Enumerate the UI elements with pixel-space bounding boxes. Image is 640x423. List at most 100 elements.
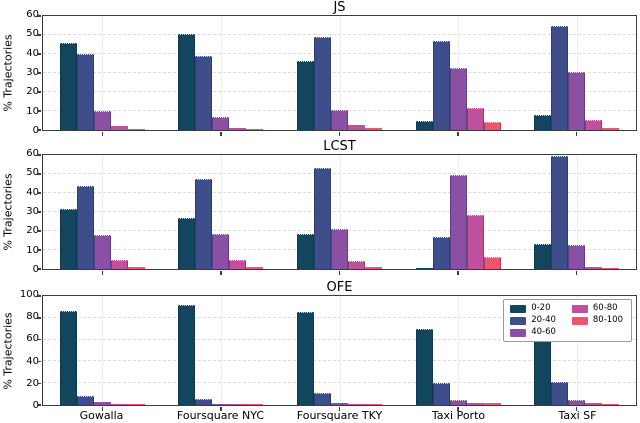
y-tick-mark [37, 192, 41, 194]
y-tick-label: 40 [26, 47, 39, 59]
x-tick-mark [101, 407, 103, 411]
bar-80-100-foursquare-tky [364, 128, 382, 130]
subplot-title-lcst: LCST [323, 139, 356, 154]
v-gridline [102, 155, 104, 269]
bar-80-100-gowalla [127, 128, 145, 130]
bar-0-20-taxi-porto [415, 120, 433, 130]
bar-group-gowalla [43, 296, 162, 405]
legend-item-40-60: 40-60 [510, 328, 556, 337]
bar-0-20-taxi-sf [534, 243, 552, 269]
bar-80-100-foursquare-nyc [246, 404, 264, 405]
legend-swatch-20-40 [510, 316, 527, 325]
x-tick-mark [220, 271, 222, 275]
x-tick-label-foursquare-tky: Foursquare TKY [296, 409, 383, 422]
y-tick-labels-js: 0 10 20 30 40 50 60 [16, 10, 42, 136]
subplot-title-js: JS [333, 0, 346, 15]
v-gridline [339, 16, 341, 130]
y-tick-label: 60 [26, 9, 39, 20]
y-tick-label: 10 [26, 244, 39, 256]
bar-group-foursquare-nyc [162, 296, 281, 405]
bar-0-20-taxi-porto [415, 329, 433, 405]
plot-area-lcst [37, 154, 637, 275]
bar-group-taxi-porto [399, 155, 518, 269]
y-tick-label: 30 [26, 206, 39, 217]
legend-label: 0-20 [531, 303, 551, 313]
y-tick-label: 0 [32, 400, 39, 411]
legend-swatch-80-100 [571, 316, 588, 325]
bar-20-40-gowalla [76, 186, 94, 269]
legend-swatch-60-80 [571, 304, 588, 313]
bar-60-80-taxi-sf [585, 119, 603, 130]
x-tick-mark [576, 407, 578, 411]
legend-label: 20-40 [531, 315, 556, 325]
bar-0-20-taxi-porto [415, 267, 433, 269]
legend-column-2: 60-80 80-100 [571, 304, 623, 337]
plot-area-row-lcst: % Trajectories 0 10 20 30 40 50 60 [0, 149, 640, 275]
legend-item-0-20: 0-20 [510, 304, 556, 313]
bar-groups-lcst [43, 155, 636, 269]
y-tick-mark [37, 129, 41, 131]
x-tick-mark [220, 407, 222, 411]
v-gridline [339, 155, 341, 269]
bar-80-100-taxi-sf [602, 128, 620, 130]
bar-80-100-foursquare-nyc [246, 129, 264, 130]
y-tick-label: 20 [26, 86, 39, 98]
bar-group-gowalla [43, 155, 162, 269]
x-tick-mark [338, 407, 341, 411]
x-tick-label-taxi-sf: Taxi SF [558, 409, 597, 422]
y-tick-label: 40 [26, 186, 39, 198]
y-tick-label: 30 [26, 67, 39, 78]
bar-40-60-taxi-sf [568, 399, 586, 405]
plot-area-row-ofe: % Trajectories 0 20 40 60 80 100 0-20 20-40 40-60… [0, 290, 640, 411]
y-tick-mark [37, 154, 41, 156]
y-tick-label: 20 [26, 377, 39, 389]
bar-20-40-gowalla [76, 395, 94, 405]
y-tick-mark [37, 34, 41, 36]
y-tick-label: 0 [32, 264, 39, 275]
bar-group-foursquare-tky [280, 155, 399, 269]
v-gridline [458, 296, 460, 405]
bar-60-80-taxi-porto [466, 108, 484, 130]
x-tick-mark [338, 271, 341, 275]
y-tick-mark [37, 360, 41, 363]
bar-groups-js [43, 16, 636, 130]
bar-60-80-gowalla [110, 404, 128, 405]
x-tick-labels: Gowalla Foursquare NYC Foursquare TKY Taxi … [42, 409, 637, 422]
bar-40-60-taxi-porto [449, 174, 467, 269]
y-tick-mark [37, 91, 41, 93]
bar-group-taxi-porto [399, 296, 518, 405]
bar-0-20-gowalla [59, 311, 77, 405]
subplot-title-row-ofe: OFE [42, 281, 637, 295]
bar-60-80-taxi-sf [585, 403, 603, 405]
bar-group-foursquare-tky [280, 16, 399, 130]
plot-area-js [37, 15, 637, 136]
x-tick-mark [338, 132, 341, 136]
plot-area-row-js: % Trajectories 0 10 20 30 40 50 60 [0, 10, 640, 136]
bar-80-100-foursquare-nyc [246, 266, 264, 269]
x-tick-mark [220, 132, 222, 136]
y-tick-label: 50 [26, 167, 39, 179]
bar-60-80-foursquare-tky [347, 125, 365, 130]
bar-group-gowalla [43, 16, 162, 130]
bar-20-40-taxi-sf [551, 156, 569, 269]
bar-60-80-taxi-porto [466, 215, 484, 269]
y-tick-labels-lcst: 0 10 20 30 40 50 60 [16, 149, 42, 275]
x-tick-mark [457, 407, 459, 411]
bar-0-20-gowalla [59, 208, 77, 269]
bar-80-100-gowalla [127, 267, 145, 269]
y-tick-mark [37, 110, 41, 112]
bar-40-60-taxi-sf [568, 71, 586, 130]
bar-60-80-foursquare-tky [347, 260, 365, 269]
bar-0-20-foursquare-nyc [178, 33, 196, 130]
legend-item-20-40: 20-40 [510, 316, 556, 325]
bar-80-100-taxi-sf [602, 268, 620, 269]
bar-group-taxi-sf [517, 296, 636, 405]
bar-0-20-gowalla [59, 43, 77, 130]
bar-60-80-foursquare-nyc [229, 127, 247, 130]
bar-group-taxi-sf [517, 16, 636, 130]
y-tick-mark [37, 338, 41, 341]
bar-20-40-taxi-porto [432, 236, 450, 269]
y-tick-label: 60 [26, 333, 39, 345]
bar-40-60-foursquare-tky [330, 402, 348, 405]
bar-80-100-taxi-porto [483, 403, 501, 405]
